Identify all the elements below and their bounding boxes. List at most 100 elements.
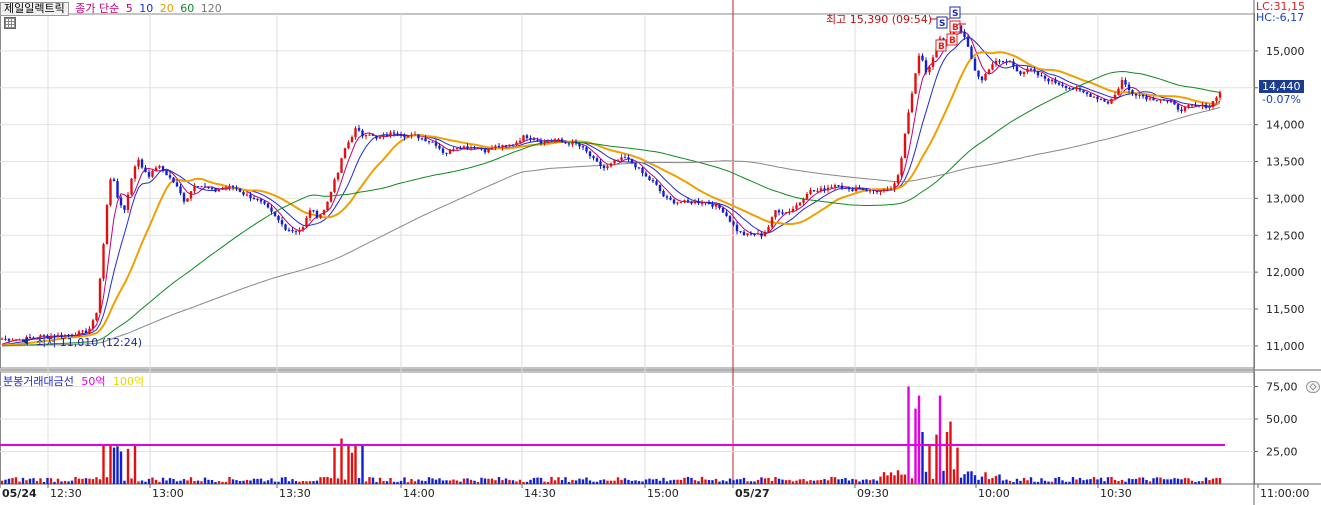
candle-body xyxy=(329,191,333,202)
volume-bar xyxy=(1159,477,1162,484)
candle-body xyxy=(529,137,532,140)
candle-body xyxy=(273,211,277,216)
volume-bar xyxy=(662,477,665,484)
volume-bar xyxy=(742,477,746,484)
volume-bar xyxy=(175,481,179,484)
volume-bar xyxy=(560,480,564,484)
ma-line-60 xyxy=(1,70,1221,347)
volume-bar xyxy=(721,480,725,484)
candle-body xyxy=(746,233,749,236)
candle-body xyxy=(704,202,707,204)
candle-body xyxy=(823,188,826,191)
candle-body xyxy=(144,167,147,173)
volume-bar xyxy=(455,480,459,484)
stock-name[interactable]: 제일일렉트릭 xyxy=(0,2,69,16)
candle-body xyxy=(1131,90,1134,94)
candle-body xyxy=(693,201,697,204)
volume-bar xyxy=(616,477,620,484)
volume-bar xyxy=(816,480,819,484)
volume-bar xyxy=(1127,478,1131,484)
candle-body xyxy=(847,188,851,190)
volume-bar xyxy=(441,480,445,484)
candle-body xyxy=(354,128,357,138)
volume-bar xyxy=(672,479,676,484)
candle-body xyxy=(77,331,81,336)
candle-body xyxy=(200,186,203,188)
candle-body xyxy=(1008,61,1012,63)
candle-body xyxy=(875,191,879,193)
candle-body xyxy=(147,172,151,177)
volume-bar xyxy=(490,478,494,484)
volume-bar xyxy=(487,478,490,484)
volume-bar xyxy=(1218,478,1222,484)
candle-body xyxy=(221,188,224,190)
volume-bar xyxy=(942,470,945,484)
signal-label: B xyxy=(949,36,956,46)
volume-bar xyxy=(977,479,980,484)
candle-body xyxy=(298,229,301,233)
volume-bar xyxy=(424,481,427,484)
candle-body xyxy=(606,166,609,169)
volume-bar xyxy=(189,477,193,484)
candle-body xyxy=(217,189,221,192)
candle-body xyxy=(865,189,868,192)
volume-pane-frame xyxy=(0,371,1255,485)
candle-body xyxy=(788,211,791,213)
candle-body xyxy=(1169,100,1173,102)
candle-body xyxy=(518,140,522,143)
volume-bar xyxy=(949,421,952,484)
volume-bar xyxy=(767,477,770,484)
candle-body xyxy=(322,210,326,215)
volume-bar xyxy=(399,480,403,484)
candle-body xyxy=(805,194,809,199)
volume-bar xyxy=(53,481,56,484)
candle-body xyxy=(840,185,844,188)
candle-body xyxy=(1075,88,1078,90)
volume-bar xyxy=(259,478,263,484)
volume-bar xyxy=(1204,477,1208,484)
candle-body xyxy=(91,320,95,329)
zoom-options-icon[interactable]: ◇ xyxy=(1306,381,1320,393)
candle-body xyxy=(158,166,161,168)
volume-bar xyxy=(224,481,228,484)
candle-body xyxy=(431,141,434,143)
candle-body xyxy=(536,140,539,142)
volume-bar xyxy=(203,477,207,484)
candle-body xyxy=(1047,78,1050,82)
candle-body xyxy=(851,189,854,192)
candle-body xyxy=(396,133,399,135)
candle-body xyxy=(721,208,725,213)
volume-bar xyxy=(238,480,242,484)
volume-bar xyxy=(200,481,203,484)
candle-body xyxy=(123,205,126,210)
candle-body xyxy=(774,210,777,218)
candle-body xyxy=(1040,75,1043,77)
candle-body xyxy=(1180,109,1183,112)
volume-bar xyxy=(917,395,921,484)
signal-marker xyxy=(936,16,948,29)
candle-body xyxy=(252,198,256,200)
candle-body xyxy=(406,135,410,138)
candle-body xyxy=(32,337,35,339)
candle-body xyxy=(182,193,186,202)
volume-bar xyxy=(854,479,858,484)
candle-body xyxy=(84,330,88,333)
candle-body xyxy=(1190,104,1194,106)
candle-body xyxy=(1148,98,1152,100)
candle-body xyxy=(266,203,270,208)
volume-bar xyxy=(844,478,847,484)
candle-body xyxy=(959,25,963,32)
candle-body xyxy=(1173,101,1176,105)
volume-bar xyxy=(802,479,805,484)
table-grid-icon[interactable] xyxy=(4,17,16,29)
volume-bar xyxy=(809,480,812,484)
volume-line-50: 50억 xyxy=(81,375,106,388)
candle-body xyxy=(651,179,655,182)
candle-body xyxy=(914,73,917,94)
candle-body xyxy=(560,139,564,142)
volume-bar xyxy=(595,481,599,484)
time-label: 13:30 xyxy=(279,487,311,500)
volume-bar xyxy=(651,479,655,484)
candle-body xyxy=(620,157,623,161)
volume-bar xyxy=(648,478,651,484)
